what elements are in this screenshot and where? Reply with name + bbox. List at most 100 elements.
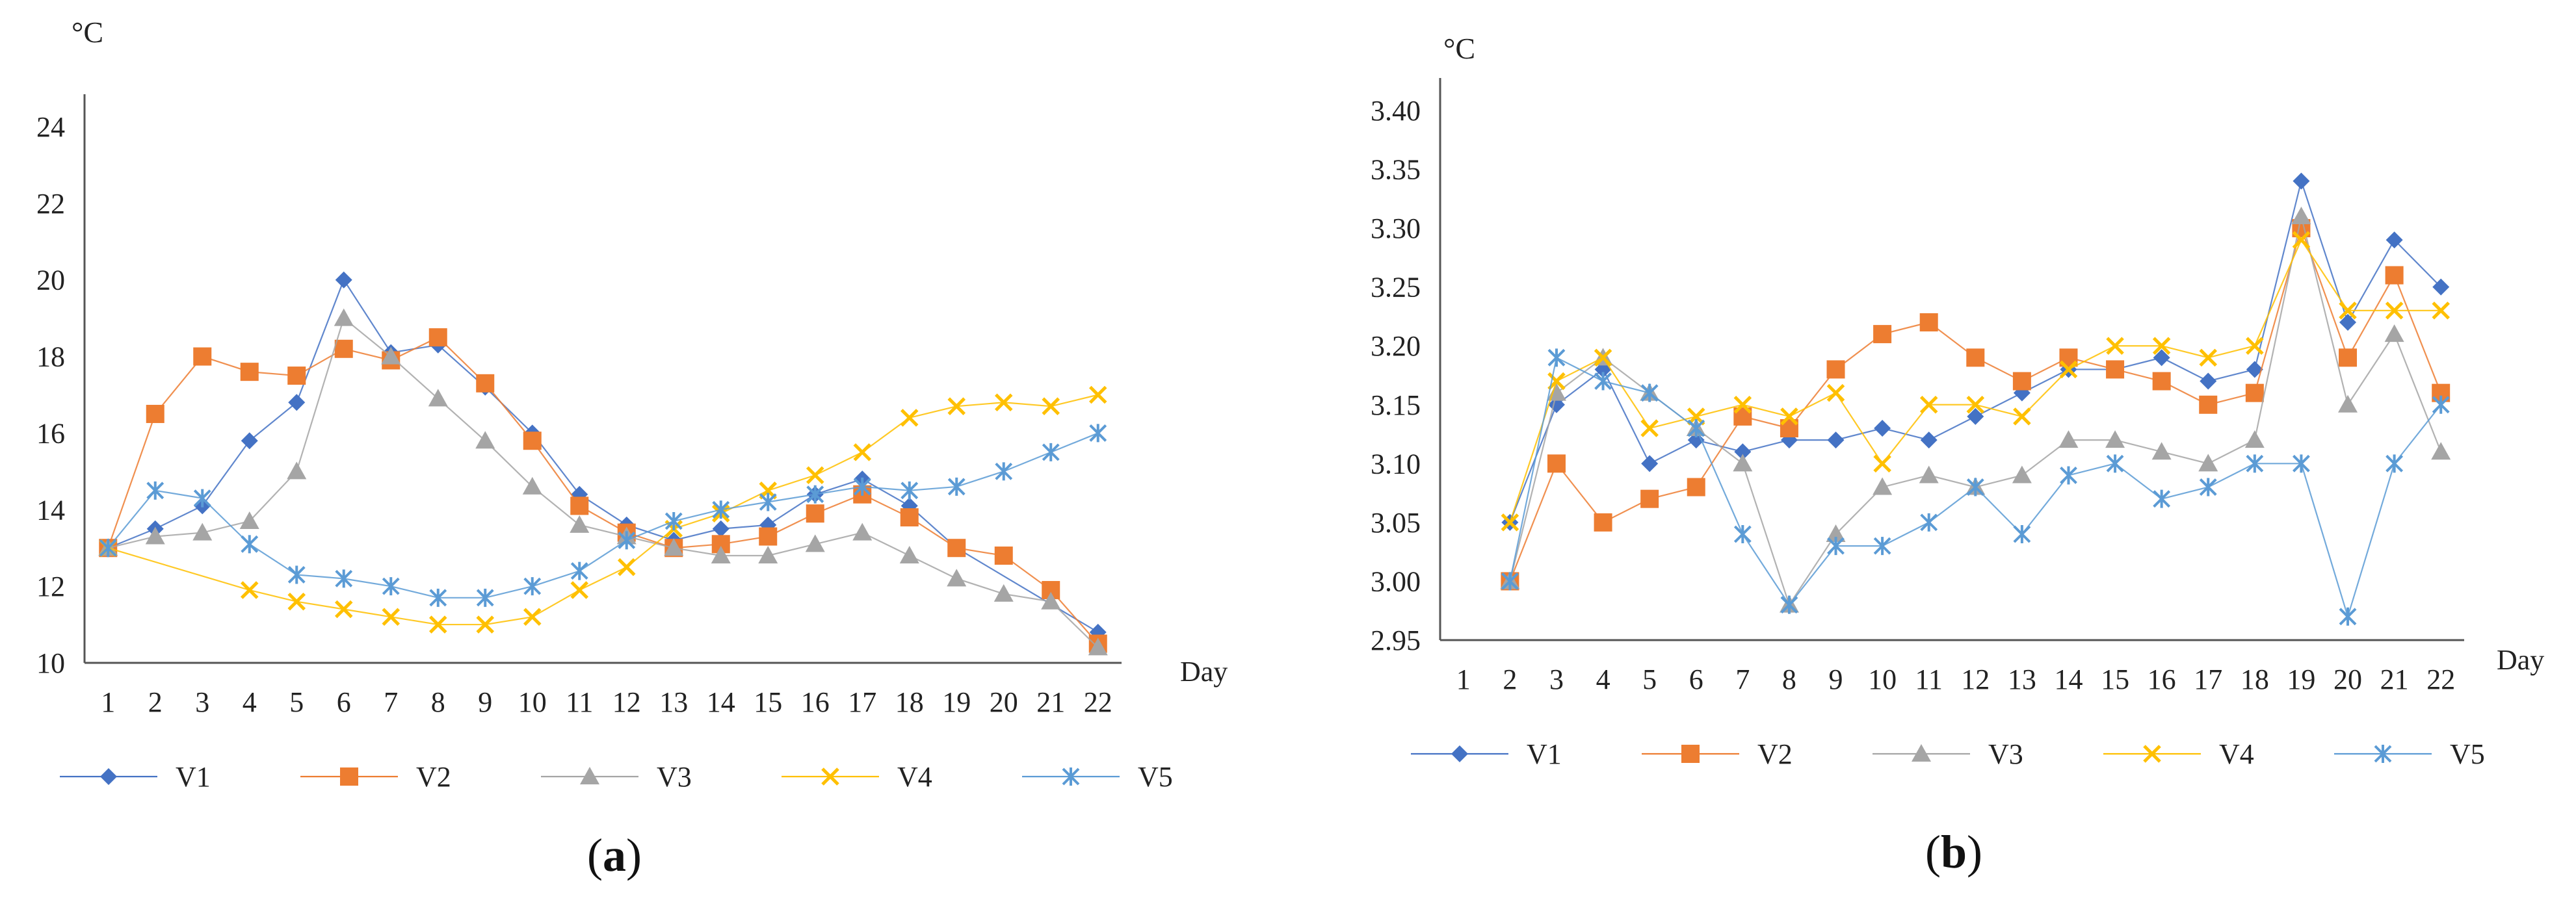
panel-label: (b) xyxy=(1925,826,1982,878)
x-tick-label: 9 xyxy=(1829,664,1843,695)
data-point-v3 xyxy=(1088,638,1108,656)
data-point-v5 xyxy=(1920,513,1938,532)
series-v4 xyxy=(99,385,1107,634)
data-point-v2 xyxy=(1826,360,1845,379)
data-point-v3 xyxy=(1873,477,1893,495)
data-point-v4 xyxy=(1042,397,1060,415)
data-point-v4 xyxy=(1088,385,1107,404)
data-point-v5 xyxy=(995,462,1013,481)
data-point-v3 xyxy=(192,522,213,541)
x-tick-label: 21 xyxy=(1036,686,1065,718)
data-point-v3 xyxy=(664,538,684,556)
data-point-v3 xyxy=(334,308,354,326)
x-tick-label: 4 xyxy=(1596,664,1610,695)
x-tick-label: 4 xyxy=(243,686,257,718)
data-point-v1 xyxy=(2339,314,2357,331)
data-point-v5 xyxy=(1547,348,1566,367)
data-point-v4 xyxy=(900,409,919,427)
legend-entry-v4: V4 xyxy=(782,761,932,793)
x-tick-label: 18 xyxy=(2241,664,2269,695)
data-point-v3 xyxy=(2151,442,2172,460)
legend-label: V1 xyxy=(1527,738,1562,770)
data-point-v2 xyxy=(428,328,447,347)
legend-marker xyxy=(1681,745,1700,763)
data-point-v4 xyxy=(2059,360,2078,379)
legend-entry-v4: V4 xyxy=(2103,738,2254,770)
data-point-v5 xyxy=(2106,454,2124,473)
x-tick-label: 22 xyxy=(1084,686,1112,718)
data-point-v1 xyxy=(2153,349,2170,367)
data-point-v5 xyxy=(99,539,117,558)
y-tick-label: 16 xyxy=(36,417,65,449)
data-point-v4 xyxy=(1780,407,1798,426)
y-tick-label: 3.25 xyxy=(1371,272,1421,303)
y-tick-label: 10 xyxy=(36,647,65,679)
x-tick-label: 10 xyxy=(1868,664,1897,695)
y-tick-label: 3.30 xyxy=(1371,213,1421,244)
data-point-v3 xyxy=(1041,591,1061,610)
y-tick-label: 3.20 xyxy=(1371,330,1421,362)
data-point-v5 xyxy=(1966,478,1984,496)
x-tick-label: 10 xyxy=(518,686,547,718)
data-point-v2 xyxy=(2385,266,2404,285)
data-point-v5 xyxy=(618,531,636,550)
x-tick-label: 11 xyxy=(566,686,593,718)
data-point-v2 xyxy=(1594,513,1612,532)
data-point-v4 xyxy=(1919,396,1938,414)
x-tick-label: 8 xyxy=(1782,664,1796,695)
data-point-v1 xyxy=(241,432,258,450)
data-point-v2 xyxy=(2012,372,2031,391)
data-point-v1 xyxy=(1874,420,1891,437)
x-tick-label: 14 xyxy=(2054,664,2083,695)
data-point-v4 xyxy=(428,615,447,634)
data-point-v5 xyxy=(570,561,588,580)
data-point-v3 xyxy=(1919,465,1939,483)
data-point-v3 xyxy=(2105,430,2125,448)
data-point-v3 xyxy=(287,461,307,480)
data-point-v4 xyxy=(2292,231,2311,249)
x-tick-label: 11 xyxy=(1915,664,1943,695)
legend-entry-v5: V5 xyxy=(1022,761,1173,793)
x-tick-label: 5 xyxy=(1642,664,1657,695)
x-tick-label: 19 xyxy=(942,686,971,718)
series-line-v4 xyxy=(107,394,1099,626)
series-line-v5 xyxy=(107,432,1099,599)
legend-marker xyxy=(1062,767,1080,786)
data-point-v1 xyxy=(1920,432,1938,449)
data-point-v5 xyxy=(759,493,777,511)
data-point-v2 xyxy=(1547,454,1566,473)
x-axis-label: Day xyxy=(2497,644,2544,676)
series-v5 xyxy=(99,424,1107,607)
x-tick-label: 16 xyxy=(801,686,830,718)
y-tick-label: 22 xyxy=(36,188,65,220)
legend-label: V4 xyxy=(897,761,932,793)
x-tick-label: 5 xyxy=(289,686,304,718)
data-point-v2 xyxy=(476,374,495,393)
x-tick-label: 7 xyxy=(1735,664,1750,695)
data-point-v4 xyxy=(947,397,966,415)
data-point-v3 xyxy=(805,534,825,552)
data-point-v5 xyxy=(2432,395,2450,414)
x-tick-label: 22 xyxy=(2426,664,2455,695)
data-point-v3 xyxy=(570,515,590,533)
data-point-v4 xyxy=(2432,302,2450,320)
x-tick-label: 16 xyxy=(2148,664,2176,695)
data-point-v4 xyxy=(2199,348,2218,367)
data-point-v1 xyxy=(1967,407,1984,425)
x-tick-label: 12 xyxy=(1961,664,1990,695)
data-point-v2 xyxy=(947,539,966,558)
legend-marker xyxy=(1912,744,1931,762)
data-point-v5 xyxy=(712,500,730,519)
series-v4 xyxy=(1501,231,2450,532)
legend-entry-v1: V1 xyxy=(60,761,211,793)
data-point-v3 xyxy=(852,522,873,541)
series-line-v3 xyxy=(107,316,1099,649)
x-tick-label: 13 xyxy=(2008,664,2036,695)
data-point-v5 xyxy=(947,477,966,496)
legend-label: V2 xyxy=(416,761,451,793)
legend-entry-v1: V1 xyxy=(1411,738,1562,770)
y-tick-label: 3.35 xyxy=(1371,154,1421,186)
data-point-v1 xyxy=(2432,278,2450,296)
